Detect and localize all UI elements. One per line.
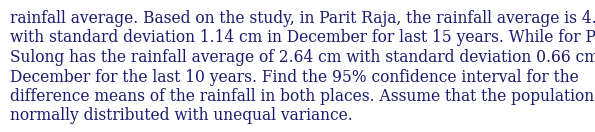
Text: December for the last 10 years. Find the 95% confidence interval for the: December for the last 10 years. Find the… xyxy=(10,69,579,86)
Text: with standard deviation 1.14 cm in December for last 15 years. While for Parit: with standard deviation 1.14 cm in Decem… xyxy=(10,29,595,46)
Text: difference means of the rainfall in both places. Assume that the populations are: difference means of the rainfall in both… xyxy=(10,88,595,105)
Text: Sulong has the rainfall average of 2.64 cm with standard deviation 0.66 cm in: Sulong has the rainfall average of 2.64 … xyxy=(10,49,595,66)
Text: normally distributed with unequal variance.: normally distributed with unequal varian… xyxy=(10,107,353,124)
Text: rainfall average. Based on the study, in Parit Raja, the rainfall average is 4.9: rainfall average. Based on the study, in… xyxy=(10,10,595,27)
